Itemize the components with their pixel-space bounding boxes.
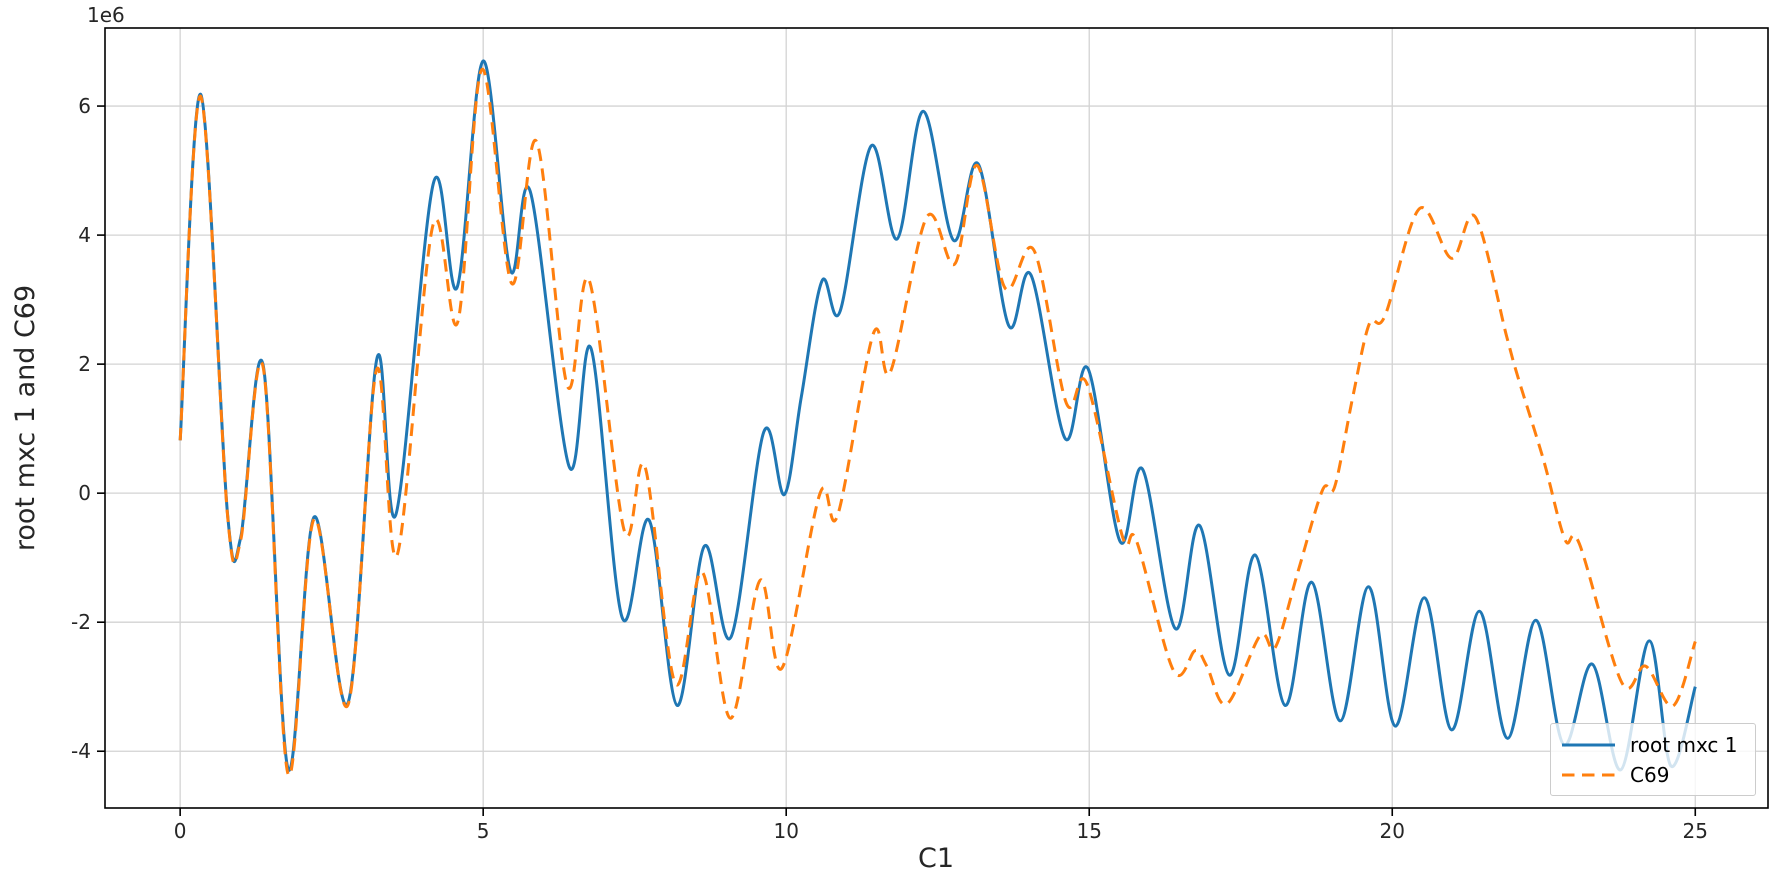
x-tick-label: 15	[1076, 819, 1101, 843]
y-offset-label: 1e6	[87, 3, 125, 27]
x-tick-label: 10	[773, 819, 798, 843]
y-tick-label: -2	[71, 610, 91, 634]
x-tick-label: 20	[1380, 819, 1405, 843]
y-tick-label: 6	[78, 94, 91, 118]
y-tick-label: -4	[71, 739, 91, 763]
y-tick-labels: -4 -2 0 2 4 6	[71, 94, 91, 763]
grid-lines	[105, 28, 1768, 808]
series-paths	[178, 59, 1697, 777]
legend-line-dashed-icon	[1562, 773, 1615, 777]
x-axis-label: C1	[918, 843, 954, 874]
series-line-root-mxc-1	[178, 59, 1697, 772]
plot-frame	[104, 27, 1769, 809]
legend-item-root-mxc-1: root mxc 1	[1560, 730, 1745, 760]
legend-line-solid-icon	[1562, 743, 1615, 747]
x-tick-label: 25	[1683, 819, 1708, 843]
x-tick-labels: 0 5 10 15 20 25	[174, 819, 1708, 843]
x-tick-label: 5	[477, 819, 490, 843]
x-tick-label: 0	[174, 819, 187, 843]
y-axis-label: root mxc 1 and C69	[10, 285, 41, 551]
y-tick-label: 4	[78, 223, 91, 247]
y-tick-label: 0	[78, 481, 91, 505]
legend-label: root mxc 1	[1630, 733, 1738, 757]
series-line-c69	[178, 67, 1697, 777]
legend-label: C69	[1630, 763, 1670, 787]
y-tick-label: 2	[78, 352, 91, 376]
legend: root mxc 1 C69	[1550, 723, 1756, 796]
tick-marks	[97, 105, 1697, 816]
legend-item-c69: C69	[1560, 760, 1745, 790]
